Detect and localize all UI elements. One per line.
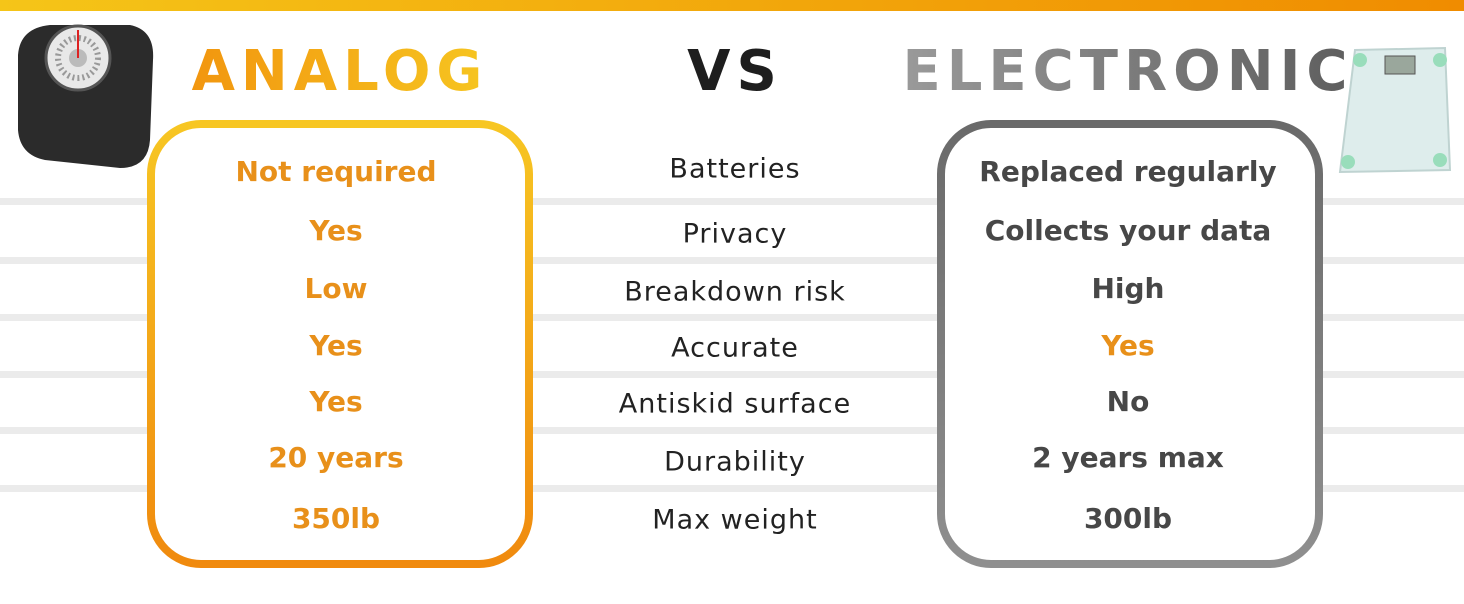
electronic-value: Replaced regularly <box>979 155 1276 188</box>
electronic-scale-image <box>1338 46 1452 174</box>
analog-value: Yes <box>308 214 362 247</box>
electronic-box <box>937 120 1323 568</box>
feature-label: Privacy <box>683 219 788 250</box>
electronic-value: Yes <box>1100 329 1154 362</box>
electronic-value: Collects your data <box>985 214 1272 247</box>
analog-value: 20 years <box>268 441 403 474</box>
analog-value: Not required <box>235 155 436 188</box>
feature-label: Accurate <box>671 333 799 364</box>
electronic-value: 2 years max <box>1032 441 1224 474</box>
analog-value: Yes <box>308 385 362 418</box>
analog-scale-image <box>18 24 154 168</box>
analog-value: Yes <box>308 329 362 362</box>
feature-label: Max weight <box>652 505 817 536</box>
right-title: ELECTRONIC <box>902 39 1353 104</box>
analog-value: Low <box>305 272 368 305</box>
analog-box <box>147 120 533 568</box>
feature-label: Durability <box>664 447 806 478</box>
left-title: ANALOG <box>192 39 489 104</box>
electronic-value: High <box>1091 272 1164 305</box>
feature-label: Breakdown risk <box>624 277 846 308</box>
electronic-value: 300lb <box>1084 502 1172 535</box>
feature-label: Antiskid surface <box>619 389 851 420</box>
electronic-value: No <box>1107 385 1150 418</box>
row-stripes <box>0 198 1464 492</box>
analog-value: 350lb <box>292 502 380 535</box>
top-bar <box>0 0 1464 11</box>
middle-title: VS <box>687 39 783 104</box>
feature-label: Batteries <box>669 154 800 185</box>
table: Batteries Not required Replaced regularly P… <box>235 154 1276 536</box>
